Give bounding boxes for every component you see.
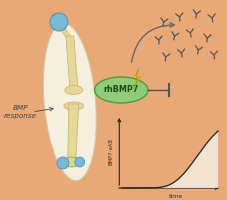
- Ellipse shape: [94, 77, 147, 103]
- Circle shape: [57, 157, 69, 169]
- Polygon shape: [66, 36, 77, 88]
- Text: BMP
response: BMP response: [4, 105, 37, 119]
- Circle shape: [74, 157, 84, 167]
- Polygon shape: [119, 131, 217, 188]
- Text: time: time: [168, 194, 182, 198]
- Ellipse shape: [64, 102, 83, 110]
- Circle shape: [50, 13, 68, 31]
- Polygon shape: [133, 68, 139, 90]
- Ellipse shape: [43, 23, 96, 181]
- Text: rhBMP7: rhBMP7: [103, 86, 138, 95]
- Polygon shape: [68, 104, 78, 160]
- Polygon shape: [59, 28, 72, 38]
- Ellipse shape: [65, 86, 82, 95]
- Text: BMP7-aAB: BMP7-aAB: [108, 138, 113, 165]
- Ellipse shape: [64, 157, 79, 167]
